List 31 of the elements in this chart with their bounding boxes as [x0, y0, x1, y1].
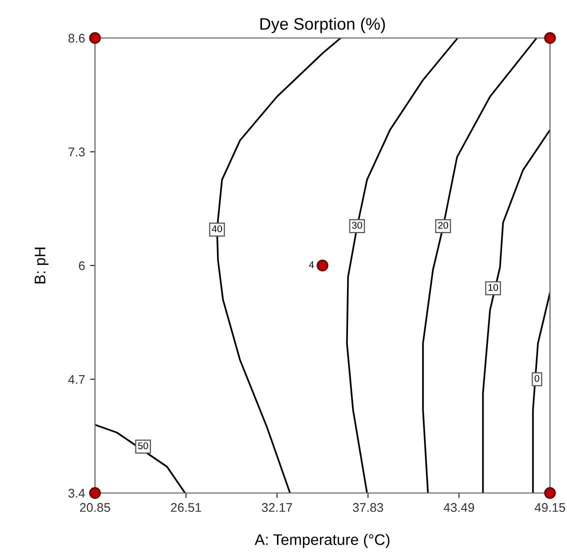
x-axis-title: A: Temperature (°C)	[254, 534, 390, 548]
x-tick-label: 32.17	[262, 503, 292, 512]
annotation: 0	[534, 374, 540, 382]
annotation: 10	[488, 284, 498, 291]
line-series	[482, 129, 550, 493]
x-tick-label: 37.83	[352, 503, 384, 512]
line-series	[532, 292, 550, 493]
x-tick-label: 26.51	[170, 503, 202, 512]
point	[316, 260, 328, 272]
y-axis-title: B: pH	[34, 248, 48, 284]
annotation: 4	[308, 261, 314, 268]
line-series	[346, 38, 459, 493]
line-series	[95, 424, 186, 493]
point	[89, 32, 101, 44]
x-tick-label: 20.85	[80, 503, 110, 512]
y-tick-label: 4.7	[68, 375, 85, 384]
annotation: 50	[138, 442, 148, 450]
point	[544, 32, 556, 44]
x-tick-label: 49.15	[534, 503, 566, 512]
point	[89, 487, 101, 499]
y-tick-label: 3.4	[68, 488, 85, 498]
y-tick-label: 6	[78, 261, 85, 270]
x-tick-label: 43.49	[444, 503, 474, 512]
annotation: 30	[352, 222, 362, 229]
annotation: 20	[438, 222, 448, 229]
y-tick-label: 8.6	[68, 34, 85, 43]
chart-title: Dye Sorption (%)	[260, 18, 385, 34]
line-series	[422, 38, 538, 493]
annotation: 40	[212, 225, 222, 232]
y-tick-label: 7.3	[68, 148, 85, 156]
point	[544, 487, 556, 499]
